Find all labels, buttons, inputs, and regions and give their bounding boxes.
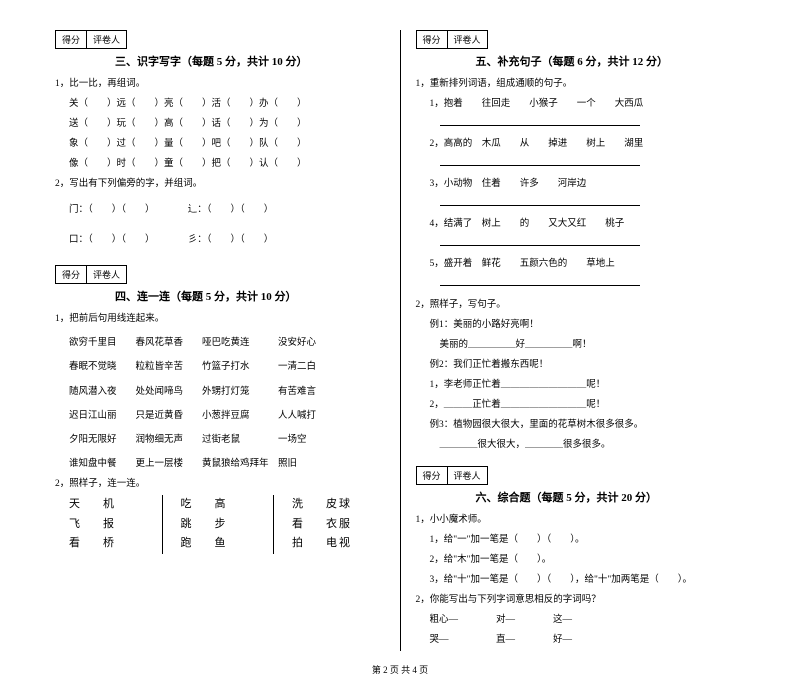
answer-line: [440, 155, 746, 173]
q5-ex1: 例1：美丽的小路好亮啊！: [430, 316, 746, 334]
score-label: 得分: [416, 30, 448, 49]
pair-char: 步: [215, 518, 232, 530]
pair-char: 跑: [181, 537, 198, 549]
pair-cell: 拍 电视: [273, 534, 385, 554]
score-label: 得分: [416, 466, 448, 485]
pair-cell: 吃 高: [162, 495, 274, 515]
q5-ex2: 例2：我们正忙着搬东西呢！: [430, 356, 746, 374]
pair-char: 机: [103, 498, 120, 510]
pair-cell: 天 机: [69, 495, 162, 515]
grader-label: 评卷人: [448, 30, 488, 49]
score-box-3: 得分 评卷人: [55, 30, 385, 49]
q3-1-row: 送（ ）玩（ ）高（ ）话（ ）为（ ）: [69, 115, 385, 133]
answer-line: [440, 235, 746, 253]
answer-line: [440, 275, 746, 293]
pair-char: 高: [215, 498, 232, 510]
q5-1: 1，重新排列词语，组成通顺的句子。: [416, 75, 746, 93]
q6-1-item: 3，给"十"加一笔是（ ）（ ），给"十"加两笔是（ ）。: [430, 571, 746, 589]
pair-char: 电视: [326, 537, 352, 549]
q5-item: 4，结满了 树上 的 又大又红 桃子: [430, 215, 746, 233]
q4-2: 2，照样子，连一连。: [55, 475, 385, 493]
score-box-5: 得分 评卷人: [416, 30, 746, 49]
q3-1: 1，比一比，再组词。: [55, 75, 385, 93]
q6-2-row: 粗心— 对— 这—: [430, 611, 746, 629]
pair-char: 看: [292, 518, 309, 530]
pair-char: 皮球: [326, 498, 352, 510]
left-column: 得分 评卷人 三、识字写字（每题 5 分，共计 10 分） 1，比一比，再组词。…: [40, 30, 401, 651]
page-footer: 第 2 页 共 4 页: [40, 663, 760, 676]
section-5-title: 五、补充句子（每题 6 分，共计 12 分）: [476, 53, 746, 69]
q3-1-row: 关（ ）远（ ）亮（ ）活（ ）办（ ）: [69, 95, 385, 113]
q3-2a: 门：（ ）（ ） 辶：（ ）（ ）: [69, 201, 385, 219]
q3-2: 2，写出有下列偏旁的字，并组词。: [55, 175, 385, 193]
right-column: 得分 评卷人 五、补充句子（每题 6 分，共计 12 分） 1，重新排列词语，组…: [401, 30, 761, 651]
q4-1: 1，把前后句用线连起来。: [55, 310, 385, 328]
q3-2b: 口：（ ）（ ） 彡：（ ）（ ）: [69, 231, 385, 249]
q6-2: 2，你能写出与下列字词意思相反的字词吗？: [416, 591, 746, 609]
section-6-title: 六、综合题（每题 5 分，共计 20 分）: [476, 489, 746, 505]
q5-item: 1，抱着 往回走 小猴子 一个 大西瓜: [430, 95, 746, 113]
score-label: 得分: [55, 30, 87, 49]
pair-char: 报: [103, 518, 120, 530]
q5-ex3-blank: ＿＿＿＿很大很大，＿＿＿＿很多很多。: [440, 436, 746, 454]
q5-item: 3，小动物 住着 许多 河岸边: [430, 175, 746, 193]
q3-1-row: 像（ ）时（ ）童（ ）把（ ）认（ ）: [69, 155, 385, 173]
q4-line: 随风潜入夜 处处闻啼鸟 外甥打灯笼 有苦难言: [69, 383, 385, 401]
pair-row: 天 机 吃 高 洗 皮球: [69, 495, 385, 515]
q5-ex2a: 1，李老师正忙着＿＿＿＿＿＿＿＿＿呢！: [430, 376, 746, 394]
pair-char: 跳: [181, 518, 198, 530]
q6-1-item: 2，给"木"加一笔是（ ）。: [430, 551, 746, 569]
q6-2-row: 哭— 直— 好—: [430, 631, 746, 649]
pair-char: 看: [69, 537, 86, 549]
pair-cell: 飞 报: [69, 515, 162, 535]
score-box-6: 得分 评卷人: [416, 466, 746, 485]
pair-char: 天: [69, 498, 86, 510]
section-3-title: 三、识字写字（每题 5 分，共计 10 分）: [115, 53, 385, 69]
q4-line: 春眠不觉晓 粒粒皆辛苦 竹篮子打水 一清二白: [69, 358, 385, 376]
q5-ex2b: 2，＿＿＿正忙着＿＿＿＿＿＿＿＿＿呢！: [430, 396, 746, 414]
answer-line: [440, 115, 746, 133]
q6-1-item: 1，给"一"加一笔是（ ）（ ）。: [430, 531, 746, 549]
pair-char: 拍: [292, 537, 309, 549]
pair-cell: 跳 步: [162, 515, 274, 535]
answer-line: [440, 195, 746, 213]
pair-char: 桥: [103, 537, 120, 549]
q4-line: 迟日江山丽 只是近黄昏 小葱拌豆腐 人人喊打: [69, 407, 385, 425]
q4-line: 谁知盘中餐 更上一层楼 黄鼠狼给鸡拜年 照旧: [69, 455, 385, 473]
pair-cell: 看 桥: [69, 534, 162, 554]
pair-cell: 看 衣服: [273, 515, 385, 535]
q5-item: 2，高高的 木瓜 从 掉进 树上 湖里: [430, 135, 746, 153]
page-columns: 得分 评卷人 三、识字写字（每题 5 分，共计 10 分） 1，比一比，再组词。…: [40, 30, 760, 651]
pair-row: 看 桥 跑 鱼 拍 电视: [69, 534, 385, 554]
grader-label: 评卷人: [448, 466, 488, 485]
score-label: 得分: [55, 265, 87, 284]
q4-line: 夕阳无限好 润物细无声 过街老鼠 一场空: [69, 431, 385, 449]
pair-char: 吃: [181, 498, 198, 510]
q5-ex1-blank: 美丽的＿＿＿＿＿好＿＿＿＿＿啊！: [440, 336, 746, 354]
score-box-4: 得分 评卷人: [55, 265, 385, 284]
pair-table: 天 机 吃 高 洗 皮球 飞 报 跳 步 看 衣服 看 桥 跑 鱼 拍 电视: [69, 495, 385, 554]
pair-char: 鱼: [215, 537, 232, 549]
q3-1-row: 象（ ）过（ ）量（ ）吧（ ）队（ ）: [69, 135, 385, 153]
pair-row: 飞 报 跳 步 看 衣服: [69, 515, 385, 535]
q5-2: 2，照样子，写句子。: [416, 296, 746, 314]
q5-item: 5，盛开着 鲜花 五颜六色的 草地上: [430, 255, 746, 273]
grader-label: 评卷人: [87, 30, 127, 49]
pair-char: 洗: [292, 498, 309, 510]
q6-1: 1，小小魔术师。: [416, 511, 746, 529]
q5-ex3: 例3：植物园很大很大，里面的花草树木很多很多。: [430, 416, 746, 434]
pair-char: 飞: [69, 518, 86, 530]
pair-char: 衣服: [326, 518, 352, 530]
section-4-title: 四、连一连（每题 5 分，共计 10 分）: [115, 288, 385, 304]
pair-cell: 跑 鱼: [162, 534, 274, 554]
pair-cell: 洗 皮球: [273, 495, 385, 515]
grader-label: 评卷人: [87, 265, 127, 284]
q4-line: 欲穷千里目 春风花草香 哑巴吃黄连 没安好心: [69, 334, 385, 352]
